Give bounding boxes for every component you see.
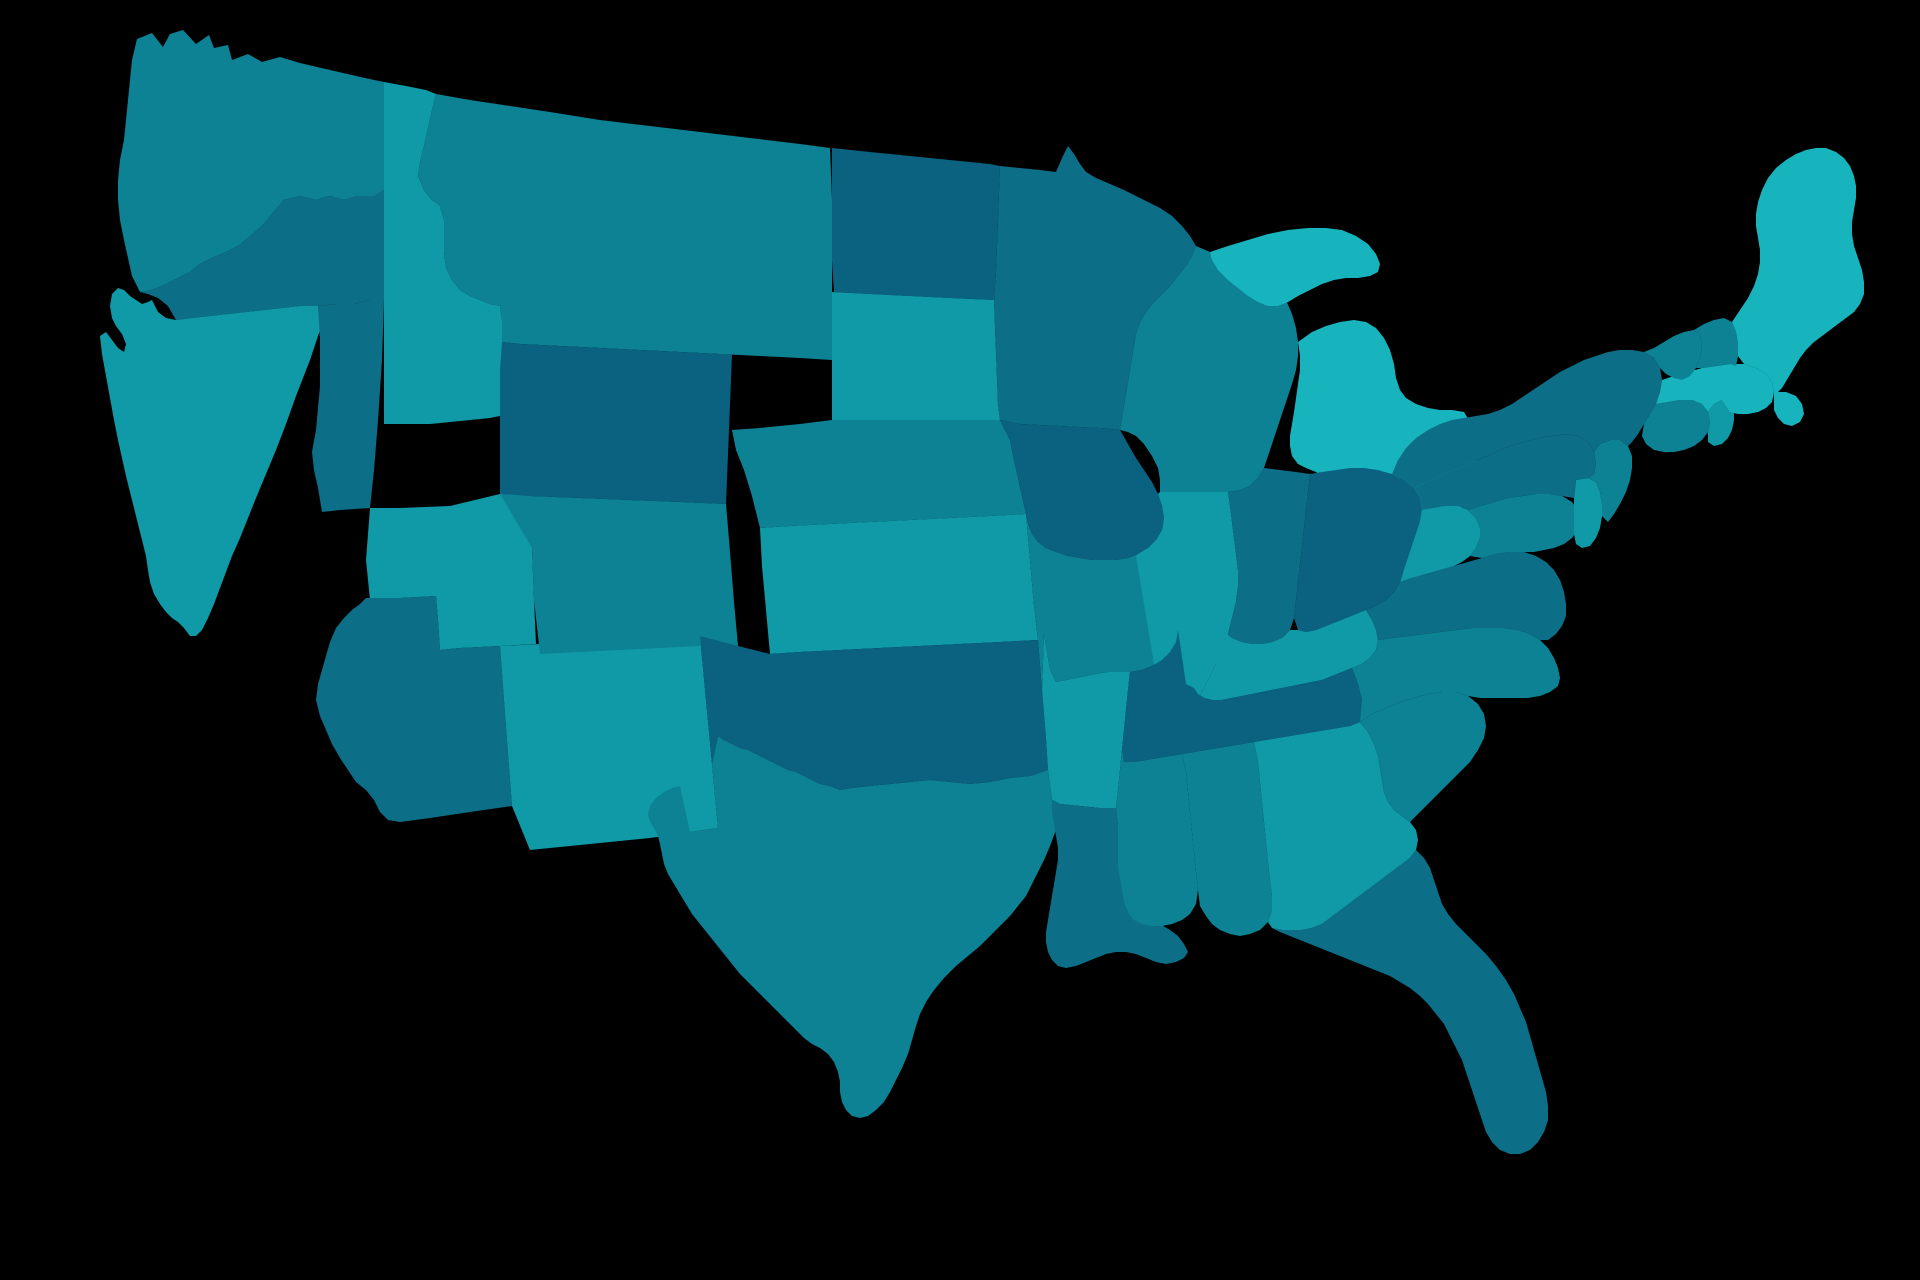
state-FL[interactable] (1272, 850, 1548, 1154)
states-layer (100, 30, 1864, 1154)
state-NC[interactable] (1352, 628, 1560, 722)
state-GA[interactable] (1254, 722, 1418, 930)
state-OH[interactable] (1294, 468, 1422, 632)
state-UT[interactable] (366, 494, 536, 650)
state-AR[interactable] (1042, 634, 1130, 808)
state-NY[interactable] (1392, 350, 1662, 488)
state-PA[interactable] (1414, 434, 1596, 510)
state-MS[interactable] (1116, 750, 1198, 926)
state-MD[interactable] (1468, 494, 1580, 558)
state-CO[interactable] (500, 494, 738, 654)
state-KY[interactable] (1192, 610, 1378, 706)
state-MA[interactable] (1656, 364, 1804, 426)
state-IL[interactable] (1136, 492, 1238, 710)
state-VA[interactable] (1366, 552, 1566, 640)
state-NJ[interactable] (1588, 440, 1632, 522)
state-TX[interactable] (648, 736, 1056, 1118)
state-IN[interactable] (1220, 468, 1310, 650)
state-NH[interactable] (1694, 318, 1738, 368)
state-WA[interactable] (118, 30, 384, 292)
state-OR[interactable] (140, 190, 384, 320)
state-MN[interactable] (994, 146, 1196, 430)
state-SC[interactable] (1360, 692, 1486, 822)
state-MT[interactable] (418, 94, 832, 360)
state-WY[interactable] (500, 342, 732, 504)
state-VT[interactable] (1644, 330, 1702, 380)
state-KS[interactable] (760, 514, 1038, 654)
state-ME[interactable] (1732, 148, 1864, 392)
state-NE[interactable] (732, 420, 1026, 528)
state-WV[interactable] (1400, 506, 1480, 582)
state-CA[interactable] (100, 288, 320, 636)
state-ID[interactable] (384, 82, 502, 424)
state-RI[interactable] (1708, 400, 1734, 446)
state-WI[interactable] (1120, 246, 1298, 492)
state-TN[interactable] (1122, 630, 1364, 762)
state-OK[interactable] (700, 636, 1048, 790)
state-DE[interactable] (1574, 478, 1602, 548)
state-ND[interactable] (832, 148, 1000, 300)
state-NV[interactable] (312, 300, 384, 512)
state-CT[interactable] (1642, 400, 1710, 452)
state-AZ[interactable] (316, 596, 512, 822)
state-SD[interactable] (832, 292, 1000, 420)
state-AL[interactable] (1182, 742, 1272, 936)
state-IA[interactable] (1000, 420, 1164, 560)
